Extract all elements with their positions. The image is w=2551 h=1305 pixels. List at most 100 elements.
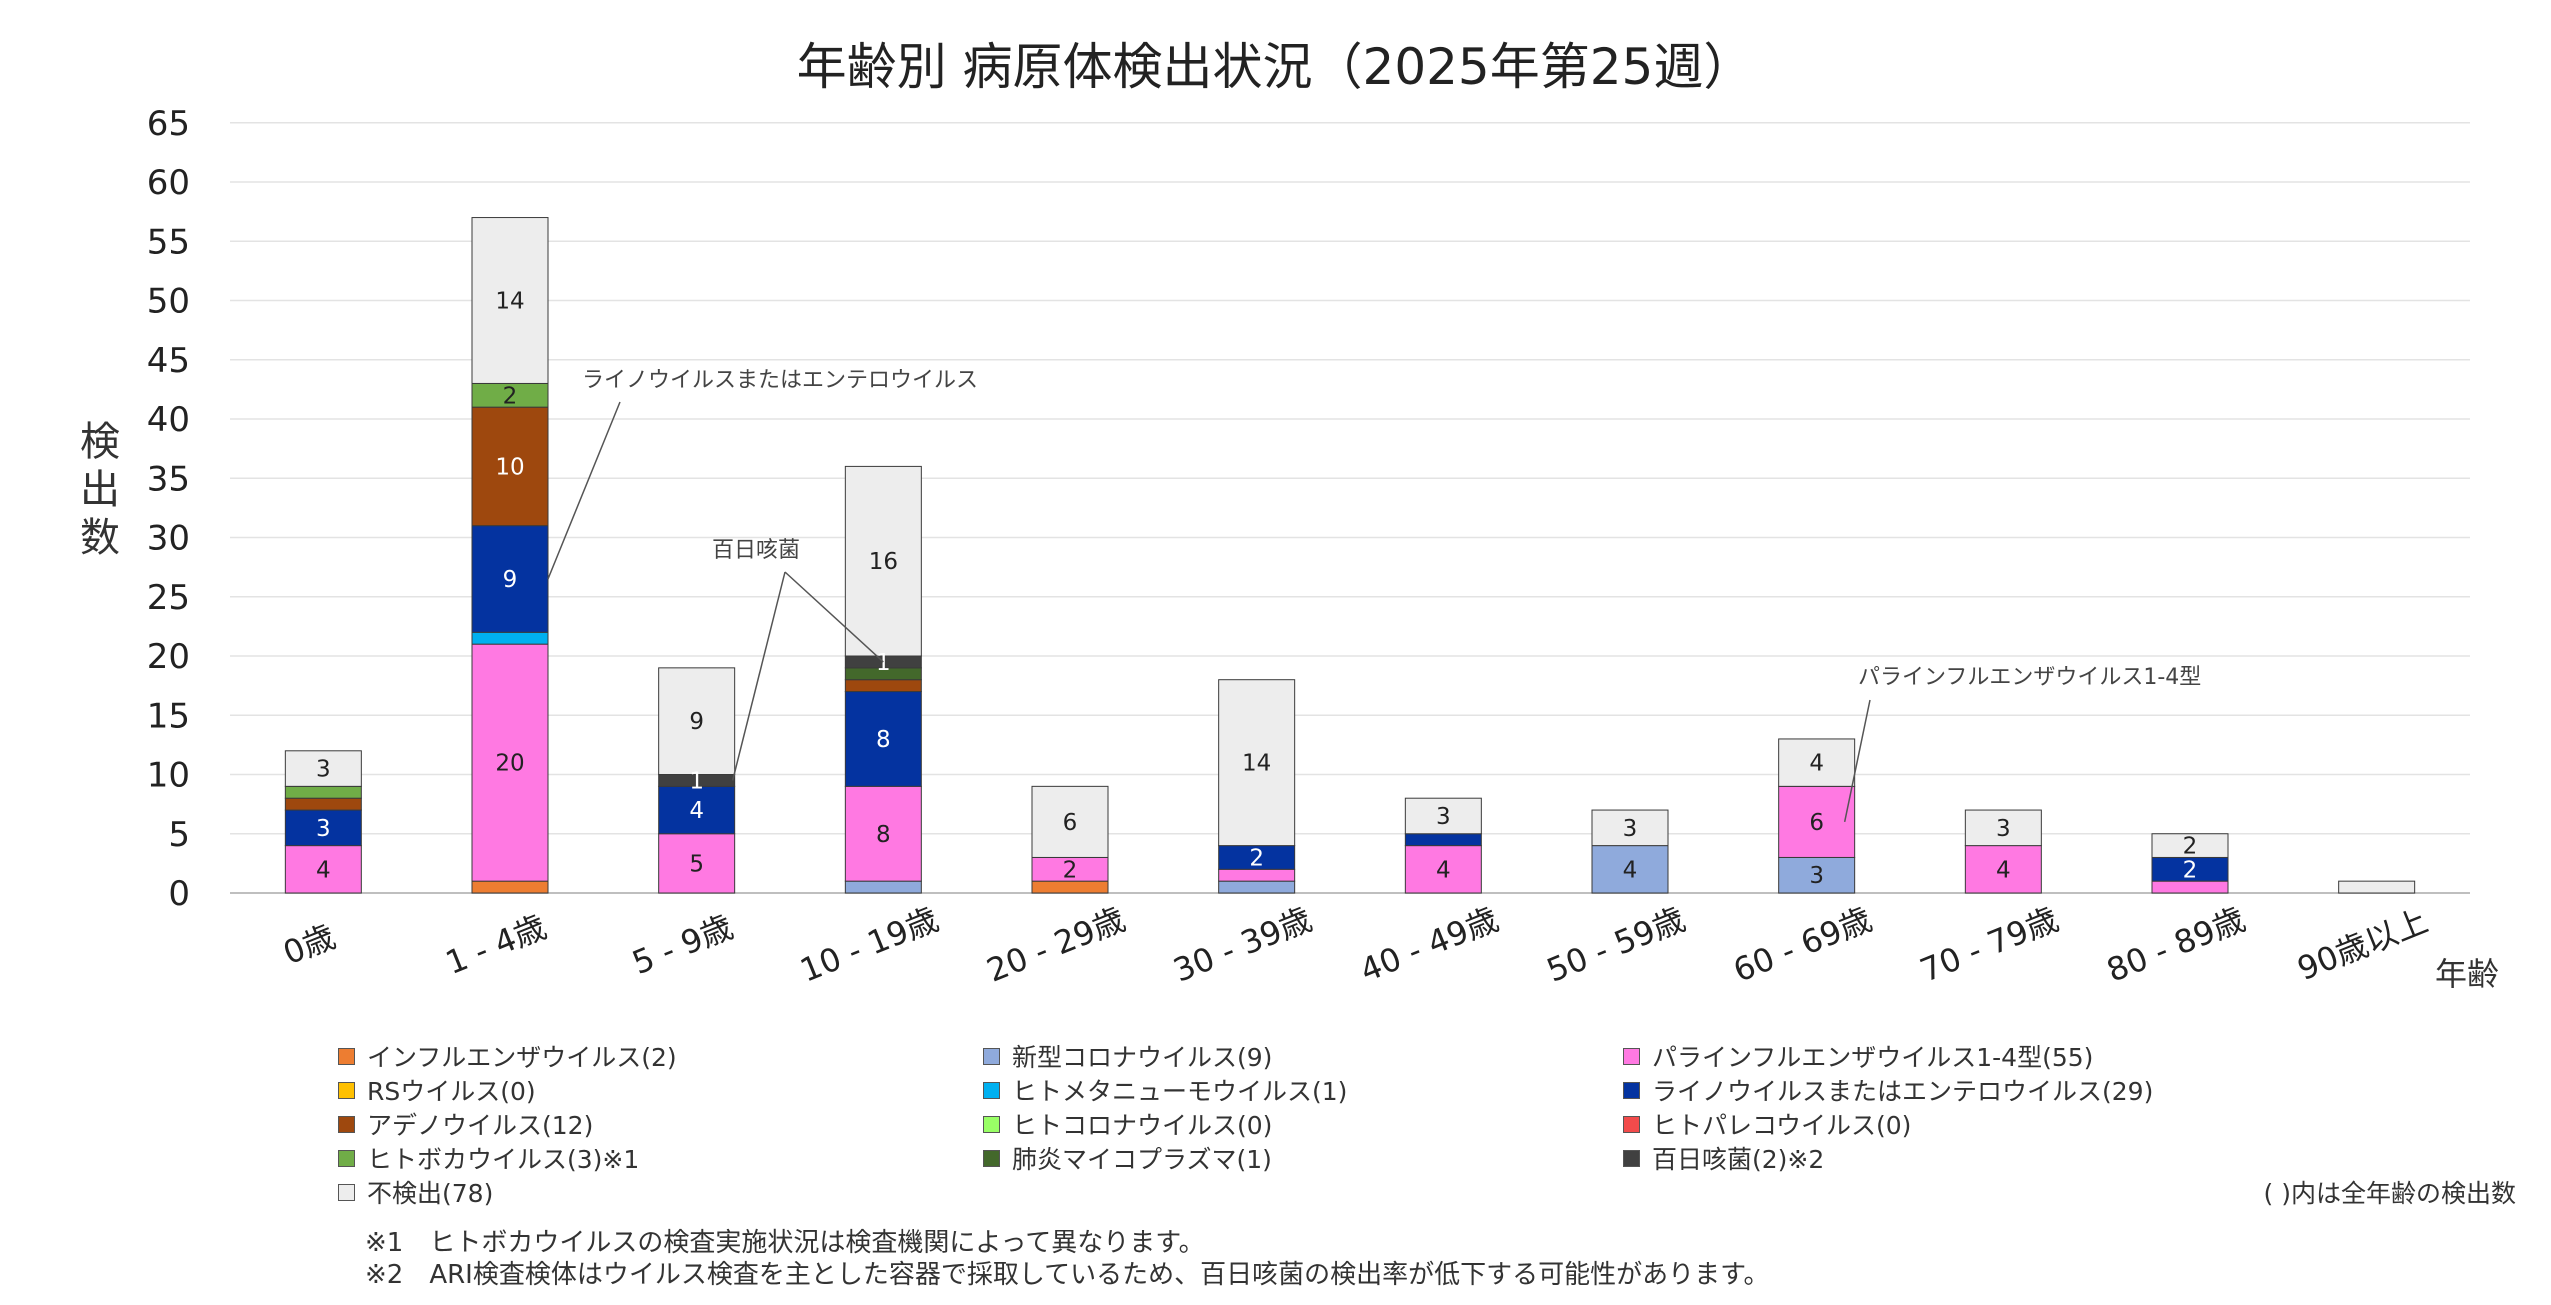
data-label: 3 [1996, 816, 2011, 842]
y-tick-label: 55 [147, 222, 190, 262]
y-tick-label: 35 [147, 459, 190, 499]
legend-item: RSウイルス(0) [338, 1072, 536, 1108]
y-tick-label: 10 [147, 756, 190, 796]
data-label: 4 [1996, 857, 2011, 883]
bar-segment [844, 465, 922, 657]
y-tick-label: 40 [147, 400, 190, 440]
data-label: 8 [876, 822, 891, 848]
y-tick-label: 45 [147, 341, 190, 381]
bar-segment [1218, 679, 1296, 847]
legend-item: ヒトメタニューモウイルス(1) [983, 1072, 1347, 1108]
footnote-2: ※2 ARI検査検体はウイルス検査を主とした容器で採取しているため、百日咳菌の検… [365, 1260, 1770, 1290]
y-axis: 0 5 10 15 20 25 30 35 40 45 50 55 60 65 [147, 104, 190, 914]
data-label: 16 [869, 549, 898, 575]
legend-swatch [983, 1149, 1000, 1167]
legend-label: パラインフルエンザウイルス1-4型(55) [1652, 1043, 2094, 1072]
x-tick-label: 0歳 [278, 917, 341, 972]
legend-swatch [338, 1149, 355, 1167]
legend-item: パラインフルエンザウイルス1-4型(55) [1623, 1038, 2093, 1074]
data-label: 1 [876, 650, 891, 676]
bar-segment [1404, 797, 1482, 835]
bar-segment [284, 750, 362, 787]
data-label: 4 [316, 857, 331, 883]
x-tick-label: 70 - 79歳 [1915, 900, 2064, 990]
data-label: 3 [1623, 816, 1638, 842]
legend-item: ヒトボカウイルス(3)※1 [338, 1140, 639, 1176]
data-label: 2 [1063, 857, 1078, 883]
legend-item: 肺炎マイコプラズマ(1) [983, 1140, 1272, 1176]
y-axis-title: 検出数 [80, 419, 120, 561]
data-label: 14 [495, 289, 524, 315]
y-tick-label: 25 [147, 578, 190, 618]
bar-segment [1778, 738, 1856, 787]
y-axis-title-char: 数 [80, 515, 120, 561]
legend-label: インフルエンザウイルス(2) [367, 1043, 677, 1072]
bar-segment [1591, 845, 1669, 894]
x-tick-label: 40 - 49歳 [1355, 900, 1504, 990]
data-label: 2 [1249, 845, 1264, 871]
x-tick-label: 50 - 59歳 [1541, 900, 1690, 990]
bar-segment [2151, 833, 2229, 858]
legend-item: ヒトコロナウイルス(0) [983, 1106, 1272, 1142]
legend-swatch [338, 1115, 355, 1133]
y-axis-title-char: 出 [80, 467, 120, 513]
bar-segment [658, 667, 736, 775]
bar-segment [471, 880, 549, 894]
data-label: 6 [1063, 810, 1078, 836]
legend-label: ヒトボカウイルス(3)※1 [367, 1145, 640, 1174]
legend-swatch [1623, 1149, 1640, 1167]
x-tick-label: 20 - 29歳 [981, 900, 1130, 990]
bar-segment [284, 845, 362, 894]
data-label: 6 [1809, 810, 1824, 836]
x-tick-label: 30 - 39歳 [1168, 900, 1317, 990]
annotation-leader [547, 401, 621, 580]
x-tick-label: 60 - 69歳 [1728, 900, 1877, 990]
legend-item: 不検出(78) [338, 1174, 493, 1210]
data-label: 10 [495, 454, 524, 480]
legend-swatch [983, 1115, 1000, 1133]
y-tick-label: 0 [168, 874, 190, 914]
data-label: 3 [316, 816, 331, 842]
legend-item: 百日咳菌(2)※2 [1623, 1140, 1824, 1176]
data-label: 3 [1436, 804, 1451, 830]
data-label: 8 [876, 727, 891, 753]
bar-segment [1778, 785, 1856, 858]
bar-segment [284, 785, 362, 799]
legend-label: ヒトコロナウイルス(0) [1012, 1111, 1273, 1140]
x-tick-label: 5 - 9歳 [627, 908, 738, 982]
y-axis-title-char: 検 [80, 419, 120, 465]
data-label: 14 [1242, 751, 1271, 777]
legend-label: 新型コロナウイルス(9) [1012, 1043, 1273, 1072]
legend-swatch [983, 1081, 1000, 1099]
legend-swatch [1623, 1047, 1640, 1065]
legend-swatch [1623, 1115, 1640, 1133]
bar-segment [844, 880, 922, 894]
gridlines [230, 122, 2470, 894]
y-tick-label: 65 [147, 104, 190, 144]
bar-segment [1031, 785, 1109, 858]
bar-segment [471, 631, 549, 645]
y-tick-label: 50 [147, 282, 190, 322]
legend-label: ヒトメタニューモウイルス(1) [1012, 1077, 1348, 1106]
chart-title: 年齢別 病原体検出状況（2025年第25週） [797, 38, 1754, 96]
bar-segment [284, 809, 362, 847]
annotation-label: ライノウイルスまたはエンテロウイルス [582, 368, 978, 393]
x-tick-label: 80 - 89歳 [2101, 900, 2250, 990]
bar-segment [1591, 809, 1669, 847]
x-tick-label: 1 - 4歳 [440, 908, 551, 982]
legend-note: ( )内は全年齢の検出数 [2263, 1179, 2516, 1208]
bar-segment [1404, 833, 1482, 847]
legend-label: 百日咳菌(2)※2 [1652, 1145, 1825, 1174]
data-label: 1 [689, 768, 704, 794]
y-tick-label: 60 [147, 163, 190, 203]
bar-segment [1964, 845, 2042, 894]
bar-segment [471, 217, 549, 384]
data-label: 4 [1436, 857, 1451, 883]
legend-item: ライノウイルスまたはエンテロウイルス(29) [1623, 1072, 2153, 1108]
x-tick-label: 90歳以上 [2292, 902, 2433, 988]
bar-segment [658, 833, 736, 894]
legend-label: アデノウイルス(12) [367, 1111, 594, 1140]
bar-segment [844, 679, 922, 693]
bar-segment [471, 406, 549, 527]
